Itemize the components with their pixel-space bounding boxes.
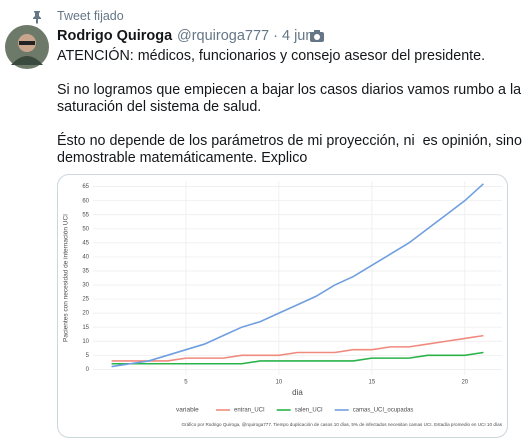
y-tick-label: 55 bbox=[82, 212, 89, 218]
tweet-line: ATENCIÓN: médicos, funcionarios y consej… bbox=[57, 48, 486, 64]
author-handle[interactable]: @rquiroga777 · 4 jun. bbox=[177, 28, 318, 44]
camera-icon bbox=[310, 30, 324, 42]
y-tick-label: 50 bbox=[82, 226, 89, 232]
chart-caption: Gráfico por Rodrigo Quiroga, @rquiroga77… bbox=[181, 422, 502, 427]
x-tick-label: 10 bbox=[276, 380, 283, 386]
y-tick-label: 40 bbox=[82, 254, 89, 260]
y-tick-label: 5 bbox=[86, 353, 90, 359]
y-tick-label: 10 bbox=[82, 339, 89, 345]
pinned-label: Tweet fijado bbox=[57, 9, 124, 23]
x-tick-label: 15 bbox=[369, 380, 376, 386]
y-tick-label: 65 bbox=[82, 184, 89, 190]
legend-label: entran_UCI bbox=[234, 408, 265, 414]
y-axis-label: Pacientes con necesidad de internación U… bbox=[63, 214, 70, 342]
author-name[interactable]: Rodrigo Quiroga bbox=[57, 28, 173, 44]
y-tick-label: 20 bbox=[82, 311, 89, 317]
x-tick-label: 5 bbox=[184, 380, 188, 386]
y-tick-label: 15 bbox=[82, 325, 89, 331]
tweet-line: saturación del sistema de salud. bbox=[57, 99, 262, 115]
y-tick-label: 25 bbox=[82, 297, 89, 303]
tweet-line: demostrable matemáticamente. Explico bbox=[57, 150, 308, 166]
y-tick-label: 45 bbox=[82, 240, 89, 246]
pin-icon bbox=[33, 11, 41, 24]
x-tick-label: 20 bbox=[461, 380, 468, 386]
chart: 0 5 10 15 20 25 30 35 40 45 50 55 60 65 5 10 15 20 dia Paci… bbox=[63, 181, 503, 427]
legend-label: camas_UCI_ocupadas bbox=[353, 408, 414, 414]
y-tick-label: 0 bbox=[86, 367, 90, 373]
y-tick-label: 30 bbox=[82, 283, 89, 289]
series-line bbox=[111, 351, 484, 365]
tweet-line: Ésto no depende de los parámetros de mi … bbox=[57, 133, 522, 149]
avatar[interactable] bbox=[5, 25, 49, 69]
y-tick-label: 60 bbox=[82, 198, 89, 204]
series-line bbox=[111, 334, 484, 362]
legend-label: salen_UCI bbox=[295, 408, 323, 414]
legend-title: variable bbox=[176, 407, 199, 414]
x-axis-label: dia bbox=[292, 388, 303, 397]
tweet-line: Si no logramos que empiecen a bajar los … bbox=[57, 82, 522, 98]
series-line bbox=[111, 183, 484, 368]
y-tick-label: 35 bbox=[82, 269, 89, 275]
media-card[interactable]: 0 5 10 15 20 25 30 35 40 45 50 55 60 65 5 10 15 20 dia Paci… bbox=[57, 174, 508, 438]
